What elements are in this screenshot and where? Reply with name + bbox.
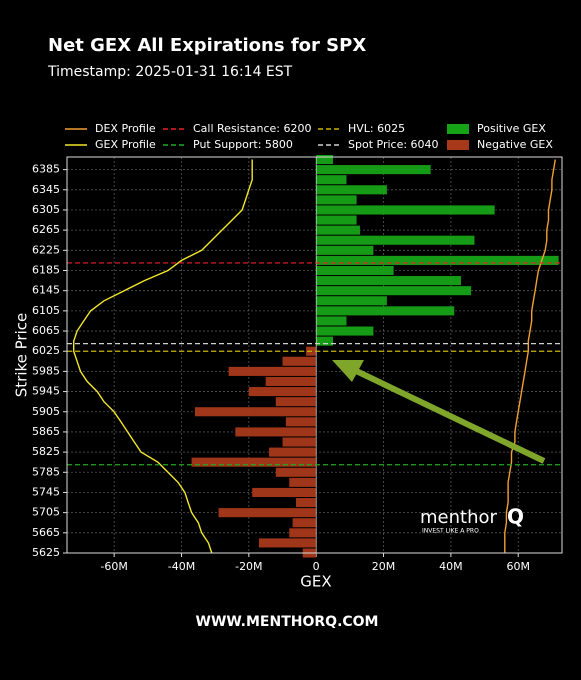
bar: [228, 366, 317, 376]
bar: [194, 407, 317, 417]
bar: [316, 235, 475, 245]
bar: [316, 276, 461, 286]
bar: [316, 296, 387, 306]
bar: [258, 538, 317, 548]
bar: [316, 326, 374, 336]
watermark-tagline: INVEST LIKE A PRO: [422, 528, 479, 535]
y-tick-label: 5825: [32, 445, 60, 458]
profile-line: [504, 159, 556, 553]
y-tick-label: 5865: [32, 425, 60, 438]
bar: [316, 165, 431, 175]
bar: [282, 437, 317, 447]
watermark: menthor Q INVEST LIKE A PRO: [420, 505, 524, 535]
bar: [252, 487, 317, 498]
x-tick-label: 20M: [372, 560, 396, 573]
bar: [282, 356, 317, 366]
bar: [248, 387, 317, 397]
bar: [316, 175, 347, 185]
chart-subtitle: Timestamp: 2025-01-31 16:14 EST: [47, 64, 293, 80]
legend-label: GEX Profile: [95, 138, 156, 151]
watermark-text: menthor: [420, 507, 497, 528]
bar: [316, 306, 455, 316]
bar: [316, 336, 334, 346]
y-tick-label: 5945: [32, 385, 60, 398]
bar: [316, 316, 347, 326]
y-tick-label: 6305: [32, 203, 60, 216]
bar: [265, 376, 317, 387]
bar: [275, 397, 317, 407]
y-tick-label: 5905: [32, 405, 60, 418]
y-tick-label: 5985: [32, 364, 60, 377]
bar: [316, 286, 472, 296]
bar: [285, 417, 317, 427]
bar: [218, 508, 317, 518]
y-tick-label: 6185: [32, 264, 60, 277]
y-tick-label: 6105: [32, 304, 60, 317]
bar: [235, 427, 317, 437]
legend-label: Call Resistance: 6200: [193, 122, 312, 135]
y-axis-label: Strike Price: [13, 313, 31, 397]
y-tick-label: 5625: [32, 546, 60, 559]
y-tick-label: 6345: [32, 183, 60, 196]
y-tick-label: 6065: [32, 324, 60, 337]
y-tick-label: 6025: [32, 344, 60, 357]
legend-label: Negative GEX: [477, 138, 553, 151]
bar: [316, 215, 357, 225]
plot-frame: [66, 156, 563, 554]
bar: [292, 518, 317, 528]
x-tick-label: 40M: [439, 560, 463, 573]
bar: [269, 447, 317, 457]
y-tick-label: 5705: [32, 506, 60, 519]
arrow: [332, 360, 546, 464]
legend-label: HVL: 6025: [348, 122, 405, 135]
x-tick-label: -20M: [235, 560, 262, 573]
y-tick-label: 6225: [32, 243, 60, 256]
bar: [289, 528, 317, 538]
bar: [289, 477, 317, 487]
y-tick-label: 5665: [32, 526, 60, 539]
y-tick-label: 5745: [32, 485, 60, 498]
bar: [295, 498, 317, 508]
bar: [316, 225, 360, 235]
x-tick-label: 60M: [506, 560, 530, 573]
bar: [316, 255, 559, 265]
bar: [316, 245, 374, 255]
bar: [316, 205, 495, 215]
footer: WWW.MENTHORQ.COM: [196, 614, 379, 630]
arrow-head: [332, 360, 364, 382]
x-tick-label: -40M: [168, 560, 195, 573]
legend-label: Positive GEX: [477, 122, 546, 135]
watermark-mark: Q: [507, 505, 524, 529]
x-tick-label: -60M: [100, 560, 127, 573]
legend-label: DEX Profile: [95, 122, 156, 135]
legend-swatch: [447, 124, 469, 134]
legend-label: Put Support: 5800: [193, 138, 293, 151]
plot-area: 5625 5665 5705 5745 5785 5825 5865 5905 5945 5985…: [32, 154, 562, 573]
chart-title: Net GEX All Expirations for SPX: [48, 35, 366, 56]
bar: [316, 185, 387, 195]
x-tick-label: 0: [313, 560, 320, 573]
profile-line: [73, 159, 253, 554]
bar: [316, 265, 394, 276]
arrow-shaft: [348, 365, 546, 464]
bar: [275, 467, 317, 477]
bar: [316, 195, 357, 205]
x-axis-label: GEX: [300, 573, 331, 591]
legend-swatch: [447, 140, 469, 150]
bar: [191, 457, 317, 467]
y-tick-label: 6145: [32, 284, 60, 297]
legend-label: Spot Price: 6040: [348, 138, 439, 151]
y-tick-label: 6265: [32, 223, 60, 236]
bar: [316, 154, 334, 165]
y-tick-label: 6385: [32, 163, 60, 176]
y-tick-label: 5785: [32, 465, 60, 478]
